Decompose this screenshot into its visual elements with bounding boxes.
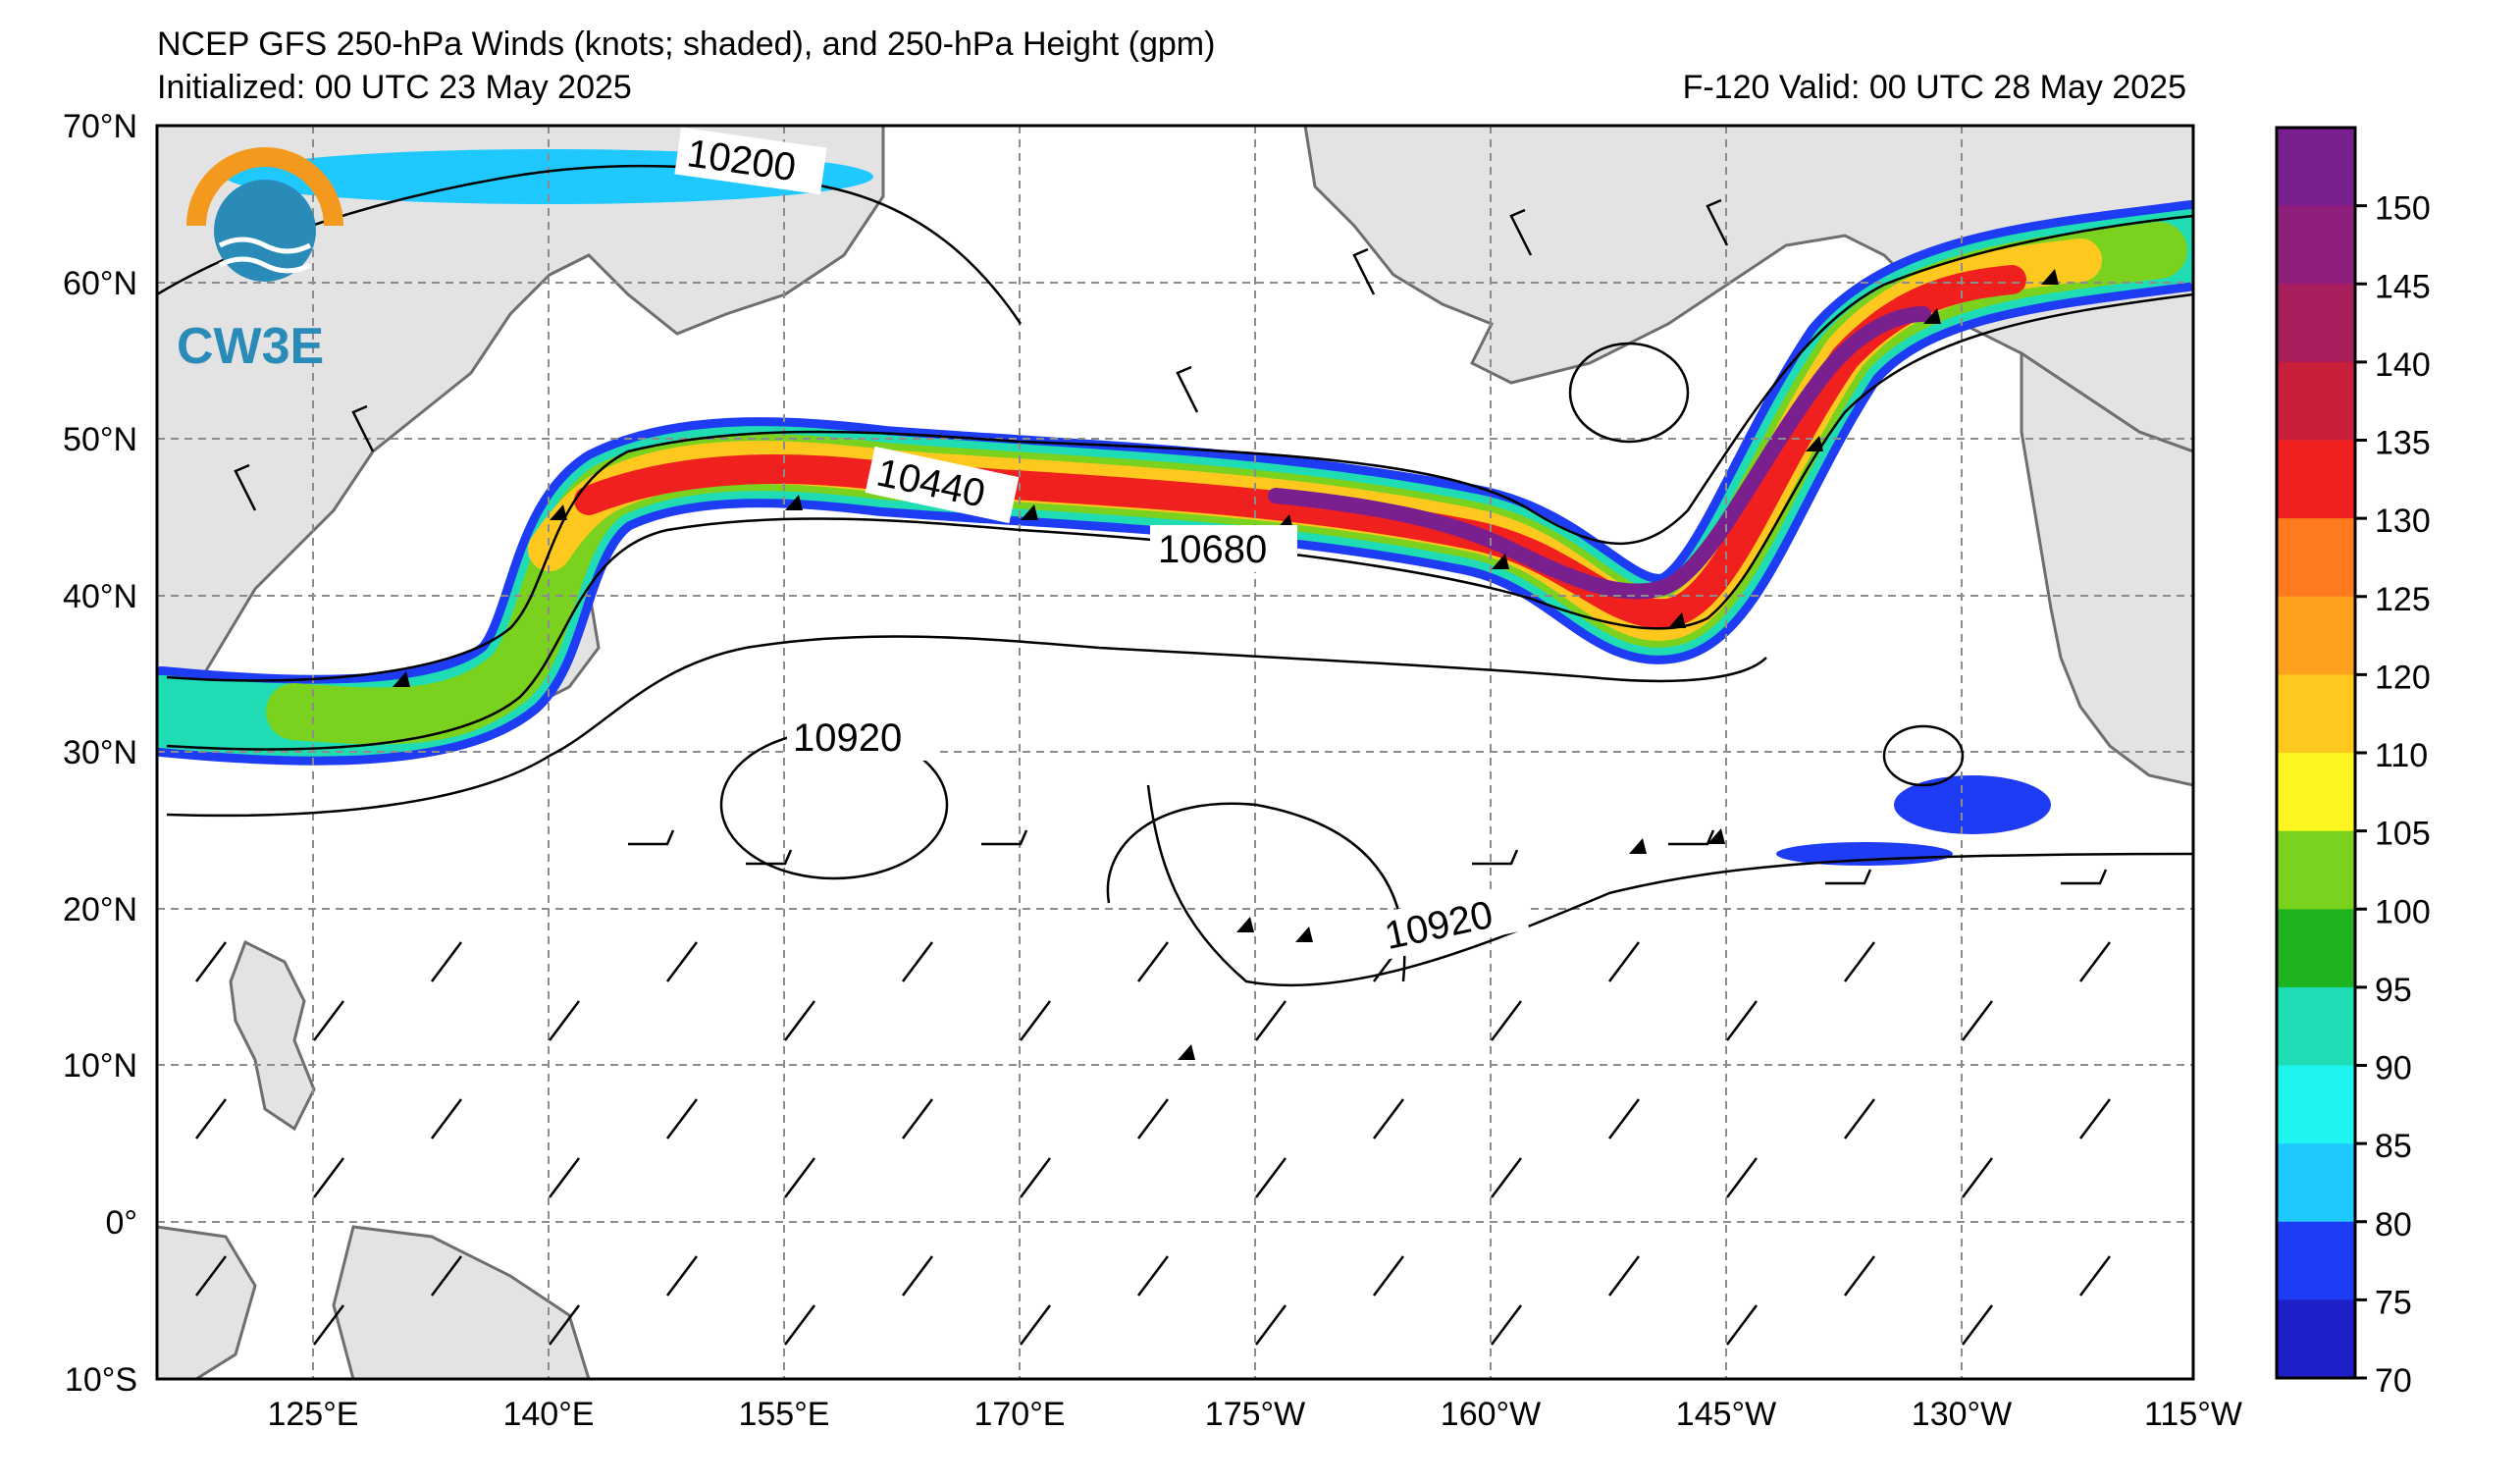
colorbar-segment	[2277, 674, 2355, 754]
colorbar-tick-label: 70	[2375, 1362, 2412, 1400]
colorbar-tick-label: 125	[2375, 581, 2431, 618]
colorbar-segment	[2277, 1299, 2355, 1379]
colorbar-segment	[2277, 753, 2355, 832]
colorbar-tick-label: 90	[2375, 1050, 2412, 1087]
map-title: NCEP GFS 250-hPa Winds (knots; shaded), …	[157, 26, 1216, 63]
lat-label: 30°N	[63, 734, 137, 771]
colorbar-tick-label: 150	[2375, 190, 2431, 228]
lat-label: 0°	[105, 1204, 137, 1242]
lat-label: 10°S	[65, 1361, 137, 1399]
borneo-island	[157, 1225, 257, 1379]
lon-label: 125°E	[267, 1396, 358, 1433]
colorbar-segment	[2277, 830, 2355, 910]
colorbar-tick-label: 135	[2375, 425, 2431, 462]
colorbar-tick-label: 105	[2375, 816, 2431, 853]
lon-label: 145°W	[1676, 1396, 1776, 1433]
land-masses	[157, 126, 2193, 1379]
contour-label-10920-high: 10920	[787, 714, 934, 761]
lon-label: 115°W	[2144, 1396, 2242, 1433]
colorbar-tick-label: 95	[2375, 972, 2412, 1009]
colorbar-tick-label: 100	[2375, 893, 2431, 930]
colorbar-segment	[2277, 284, 2355, 363]
colorbar-segment	[2277, 1221, 2355, 1300]
contour-low-alaska	[1568, 342, 1690, 444]
lon-label: 155°E	[738, 1396, 829, 1433]
colorbar-segment	[2277, 518, 2355, 598]
colorbar-segment	[2277, 128, 2355, 207]
asia-landmass	[157, 126, 885, 709]
colorbar-tick-label: 75	[2375, 1284, 2412, 1321]
svg-text:10920: 10920	[793, 716, 902, 760]
lat-label: 70°N	[63, 108, 137, 145]
colorbar-segment	[2277, 205, 2355, 285]
lon-label: 160°W	[1441, 1396, 1541, 1433]
lat-label: 40°N	[63, 578, 137, 615]
svg-text:10680: 10680	[1158, 528, 1267, 571]
svg-text:CW3E: CW3E	[177, 318, 324, 375]
colorbar-segment	[2277, 361, 2355, 441]
lon-label: 175°W	[1205, 1396, 1305, 1433]
colorbar-segment	[2277, 986, 2355, 1066]
jet-band-145	[1268, 306, 1931, 600]
lon-label: 140°E	[502, 1396, 594, 1433]
lat-label: 60°N	[63, 265, 137, 302]
colorbar-tick-label: 140	[2375, 346, 2431, 384]
map-frame	[155, 124, 2195, 1381]
contour-label-10680: 10680	[1150, 525, 1297, 572]
lat-label: 20°N	[63, 891, 137, 928]
latitude-labels: 70°N 60°N 50°N 40°N 30°N 20°N 10°N 0° 10…	[63, 108, 137, 1399]
lon-label: 130°W	[1912, 1396, 2012, 1433]
logo-ring	[186, 147, 343, 227]
colorbar-tick-label: 85	[2375, 1128, 2412, 1165]
colorbar-tick-label: 80	[2375, 1206, 2412, 1244]
lat-label: 50°N	[63, 421, 137, 458]
logo-water	[214, 180, 316, 282]
colorbar-tick-label: 120	[2375, 659, 2431, 696]
jet-stream-shading	[157, 149, 2193, 866]
valid-time: F-120 Valid: 00 UTC 28 May 2025	[1682, 69, 2186, 106]
lat-lon-grid	[157, 126, 2193, 1379]
colorbar-tick-label: 145	[2375, 268, 2431, 305]
philippines-island	[229, 939, 316, 1132]
colorbar-segment	[2277, 1143, 2355, 1223]
contour-low-california	[1882, 724, 1965, 787]
colorbar-segment	[2277, 1065, 2355, 1144]
cw3e-logo: CW3E	[177, 147, 343, 375]
lon-label: 170°E	[973, 1396, 1065, 1433]
contour-label-10200: 10200	[674, 127, 827, 195]
jet-patch-subtropical	[1776, 842, 1953, 866]
colorbar-segment	[2277, 909, 2355, 988]
colorbar-tick-label: 110	[2375, 737, 2428, 774]
colorbar-tick-label: 130	[2375, 503, 2431, 540]
new-guinea-island	[332, 1225, 591, 1379]
longitude-labels: 125°E 140°E 155°E 170°E 175°W 160°W 145°…	[267, 1396, 2241, 1433]
colorbar-segment	[2277, 596, 2355, 675]
jet-patch-california	[1894, 775, 2051, 834]
colorbar-segment	[2277, 440, 2355, 519]
lat-label: 10°N	[63, 1047, 137, 1085]
north-america-landmass	[2020, 350, 2193, 787]
initialized-time: Initialized: 00 UTC 23 May 2025	[157, 69, 632, 106]
colorbar: 150 145 140 135 130 125 120 110 105 100 95 90 85 80 75…	[2275, 126, 2431, 1400]
